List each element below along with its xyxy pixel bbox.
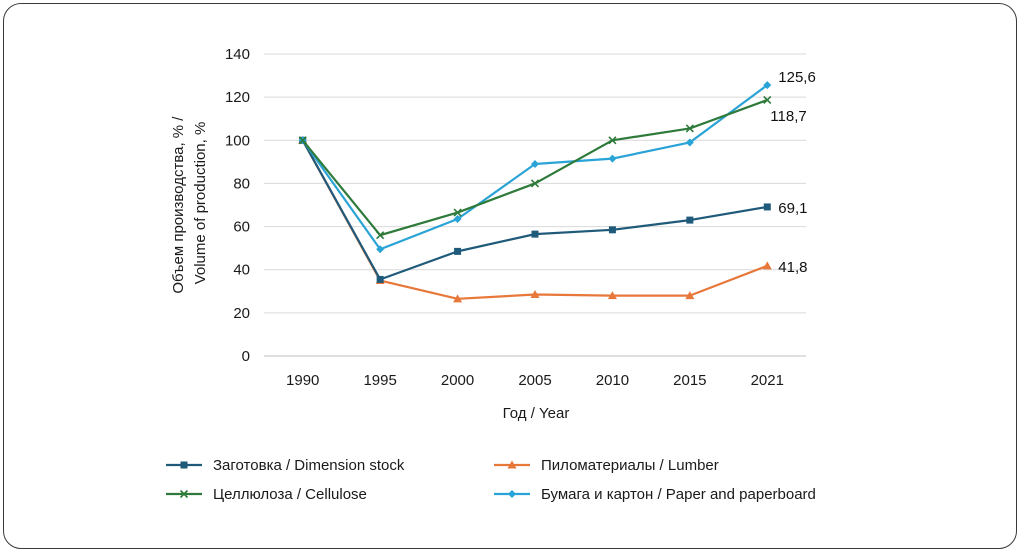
- data-point: [608, 136, 617, 145]
- x-tick-label: 2021: [751, 372, 784, 389]
- y-tick-label: 20: [233, 305, 250, 322]
- end-value-label: 69,1: [778, 200, 807, 217]
- series-3: [298, 81, 772, 254]
- data-point: [453, 208, 462, 217]
- x-tick-label: 2005: [518, 372, 551, 389]
- data-point: [685, 291, 695, 300]
- x-tick-label: 1995: [363, 372, 396, 389]
- y-tick-label: 80: [233, 175, 250, 192]
- y-tick-label: 140: [225, 46, 250, 63]
- data-labels: 69,1 41,8 118,7 125,6: [770, 69, 816, 276]
- data-point: [763, 81, 772, 90]
- legend-label: Целлюлоза / Cellulose: [213, 486, 367, 503]
- y-axis-title-line2: Volume of production, %: [192, 122, 209, 285]
- x-tick-label: 2000: [441, 372, 474, 389]
- legend: Заготовка / Dimension stock Пиломатериалы…: [166, 457, 816, 503]
- data-point: [763, 95, 772, 105]
- series-2: [298, 95, 772, 240]
- y-tick-label: 120: [225, 89, 250, 106]
- y-tick-label: 0: [242, 348, 250, 365]
- legend-marker: [508, 490, 516, 498]
- y-axis-title: Объем производства, % / Volume of produc…: [170, 112, 209, 293]
- end-value-label: 41,8: [778, 259, 807, 276]
- data-point: [763, 203, 771, 211]
- x-axis-ticks: 1990 1995 2000 2005 2010 2015 2021: [286, 372, 784, 389]
- data-point: [531, 160, 539, 169]
- y-axis-ticks: 0 20 40 60 80 100 120 140: [225, 46, 250, 365]
- x-tick-label: 2015: [673, 372, 706, 389]
- data-point: [530, 179, 540, 188]
- data-point: [453, 215, 462, 224]
- data-point: [376, 245, 385, 254]
- series-group: [298, 81, 772, 303]
- legend-item: Целлюлоза / Cellulose: [166, 486, 367, 503]
- data-point: [762, 261, 772, 270]
- legend-marker: [507, 460, 517, 469]
- end-value-label: 125,6: [778, 69, 816, 86]
- y-tick-label: 40: [233, 262, 250, 279]
- x-tick-label: 1990: [286, 372, 319, 389]
- data-point: [686, 216, 694, 224]
- legend-item: Бумага и картон / Paper and paperboard: [494, 486, 816, 503]
- data-point: [608, 154, 617, 163]
- series-0: [299, 136, 771, 283]
- data-point: [376, 275, 384, 283]
- y-tick-label: 60: [233, 219, 250, 236]
- data-point: [454, 247, 462, 255]
- x-axis-title: Год / Year: [503, 405, 570, 422]
- legend-label: Бумага и картон / Paper and paperboard: [541, 486, 816, 503]
- y-tick-label: 100: [225, 132, 250, 149]
- data-point: [685, 138, 694, 147]
- x-tick-label: 2010: [596, 372, 629, 389]
- y-axis-title-line1: Объем производства, % /: [170, 116, 187, 294]
- data-point: [607, 291, 617, 300]
- legend-marker: [179, 489, 189, 499]
- data-point: [298, 136, 307, 145]
- data-point: [531, 230, 539, 238]
- data-point: [530, 290, 540, 299]
- legend-marker: [180, 461, 188, 469]
- legend-label: Заготовка / Dimension stock: [213, 457, 405, 474]
- legend-label: Пиломатериалы / Lumber: [541, 457, 719, 474]
- legend-item: Заготовка / Dimension stock: [166, 457, 405, 474]
- data-point: [376, 231, 385, 240]
- chart-frame: [3, 3, 1017, 549]
- legend-item: Пиломатериалы / Lumber: [494, 457, 719, 474]
- data-point: [608, 226, 616, 234]
- data-point: [685, 124, 694, 133]
- end-value-label: 118,7: [770, 108, 806, 125]
- data-point: [453, 294, 463, 303]
- gridlines: [264, 53, 806, 314]
